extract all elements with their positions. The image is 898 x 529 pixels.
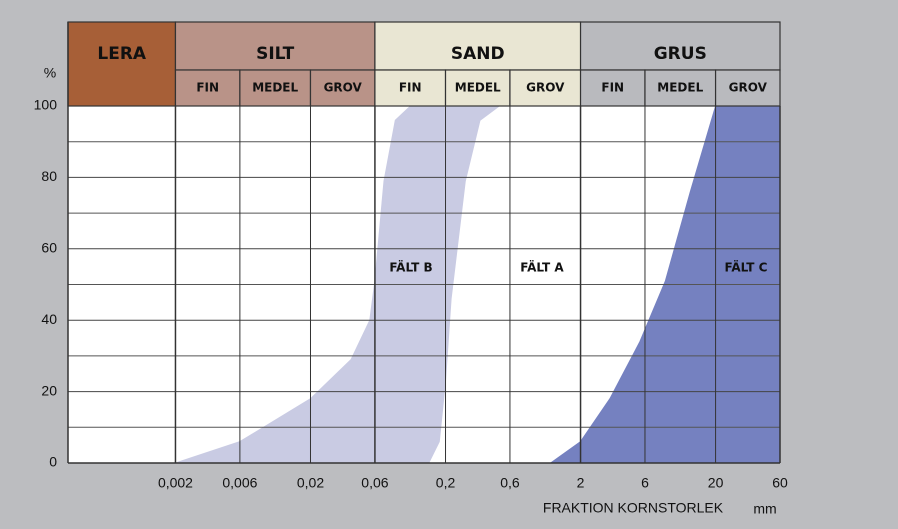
- y-tick-label: 40: [41, 311, 57, 327]
- x-tick-label: 0,6: [500, 475, 520, 491]
- fraction-header: [374, 21, 582, 71]
- band-edge: [428, 105, 500, 464]
- sub-label: FIN: [601, 81, 624, 95]
- fraction-label: GRUS: [654, 44, 707, 64]
- sub-label: MEDEL: [252, 81, 298, 95]
- x-tick-label: 0,006: [222, 475, 257, 491]
- fraction-header: [67, 21, 177, 107]
- sub-header: [174, 69, 241, 107]
- sub-label: GROV: [729, 81, 768, 95]
- x-tick-label: 0,06: [361, 475, 388, 491]
- field-label: FÄLT C: [725, 260, 768, 275]
- fraction-header: [579, 21, 781, 71]
- sub-label: FIN: [399, 81, 422, 95]
- sub-header: [309, 69, 376, 107]
- field-label: FÄLT A: [520, 260, 564, 275]
- fraction-label: SAND: [451, 44, 505, 64]
- x-tick-label: 6: [641, 475, 649, 491]
- sub-label: GROV: [526, 81, 565, 95]
- sub-header: [509, 69, 582, 107]
- y-tick-label: 60: [41, 240, 57, 256]
- x-unit: mm: [753, 501, 776, 517]
- sub-header: [239, 69, 312, 107]
- sub-label: MEDEL: [455, 81, 501, 95]
- x-tick-label: 0,002: [158, 475, 193, 491]
- sub-label: GROV: [324, 81, 363, 95]
- sub-label: FIN: [196, 81, 219, 95]
- field-label: FÄLT B: [389, 260, 432, 275]
- sub-header: [644, 69, 717, 107]
- sub-header: [714, 69, 781, 107]
- x-tick-label: 0,02: [297, 475, 324, 491]
- sub-header: [444, 69, 511, 107]
- x-tick-label: 60: [772, 475, 788, 491]
- y-unit: %: [44, 65, 56, 81]
- sub-label: MEDEL: [657, 81, 703, 95]
- x-tick-label: 2: [577, 475, 585, 491]
- fraction-label: SILT: [256, 44, 295, 64]
- sub-header: [374, 69, 447, 107]
- y-tick-label: 20: [41, 382, 57, 398]
- x-tick-label: 0,2: [436, 475, 456, 491]
- x-label: FRAKTION KORNSTORLEK: [543, 500, 724, 516]
- band-fill: [175, 106, 500, 463]
- fraction-label: LERA: [97, 44, 147, 64]
- y-tick-label: 80: [41, 168, 57, 184]
- y-tick-label: 0: [49, 454, 57, 470]
- x-tick-label: 20: [708, 475, 724, 491]
- y-tick-label: 100: [34, 97, 58, 113]
